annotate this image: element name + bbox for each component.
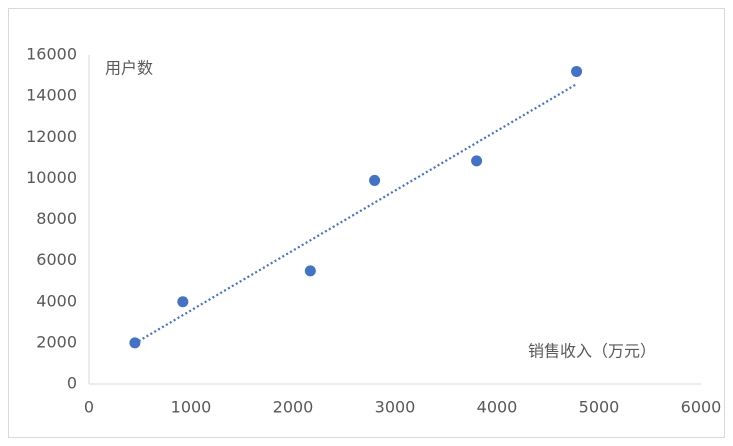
y-tick-label: 12000 bbox=[26, 127, 77, 146]
point bbox=[304, 265, 316, 277]
x-axis-label: 销售收入（万元） bbox=[528, 342, 656, 361]
x-tick-label: 6000 bbox=[681, 398, 722, 417]
point bbox=[129, 337, 141, 349]
x-tick-label: 4000 bbox=[477, 398, 518, 417]
y-tick-label: 16000 bbox=[26, 45, 77, 64]
point bbox=[471, 155, 483, 167]
y-tick-label: 4000 bbox=[36, 291, 77, 310]
x-tick-label: 0 bbox=[84, 398, 94, 417]
x-tick-label: 1000 bbox=[171, 398, 212, 417]
y-tick-label: 2000 bbox=[36, 332, 77, 351]
x-tick-label: 3000 bbox=[375, 398, 416, 417]
x-tick-label: 5000 bbox=[579, 398, 620, 417]
y-tick-label: 8000 bbox=[36, 209, 77, 228]
y-tick-label: 6000 bbox=[36, 250, 77, 269]
y-tick-label: 14000 bbox=[26, 86, 77, 105]
point bbox=[571, 65, 583, 77]
chart-frame bbox=[8, 8, 725, 438]
y-axis-label: 用户数 bbox=[105, 59, 153, 78]
y-tick-label: 0 bbox=[67, 374, 77, 393]
point bbox=[369, 174, 381, 186]
x-tick-label: 2000 bbox=[273, 398, 314, 417]
point bbox=[177, 296, 189, 308]
y-tick-label: 10000 bbox=[26, 168, 77, 187]
